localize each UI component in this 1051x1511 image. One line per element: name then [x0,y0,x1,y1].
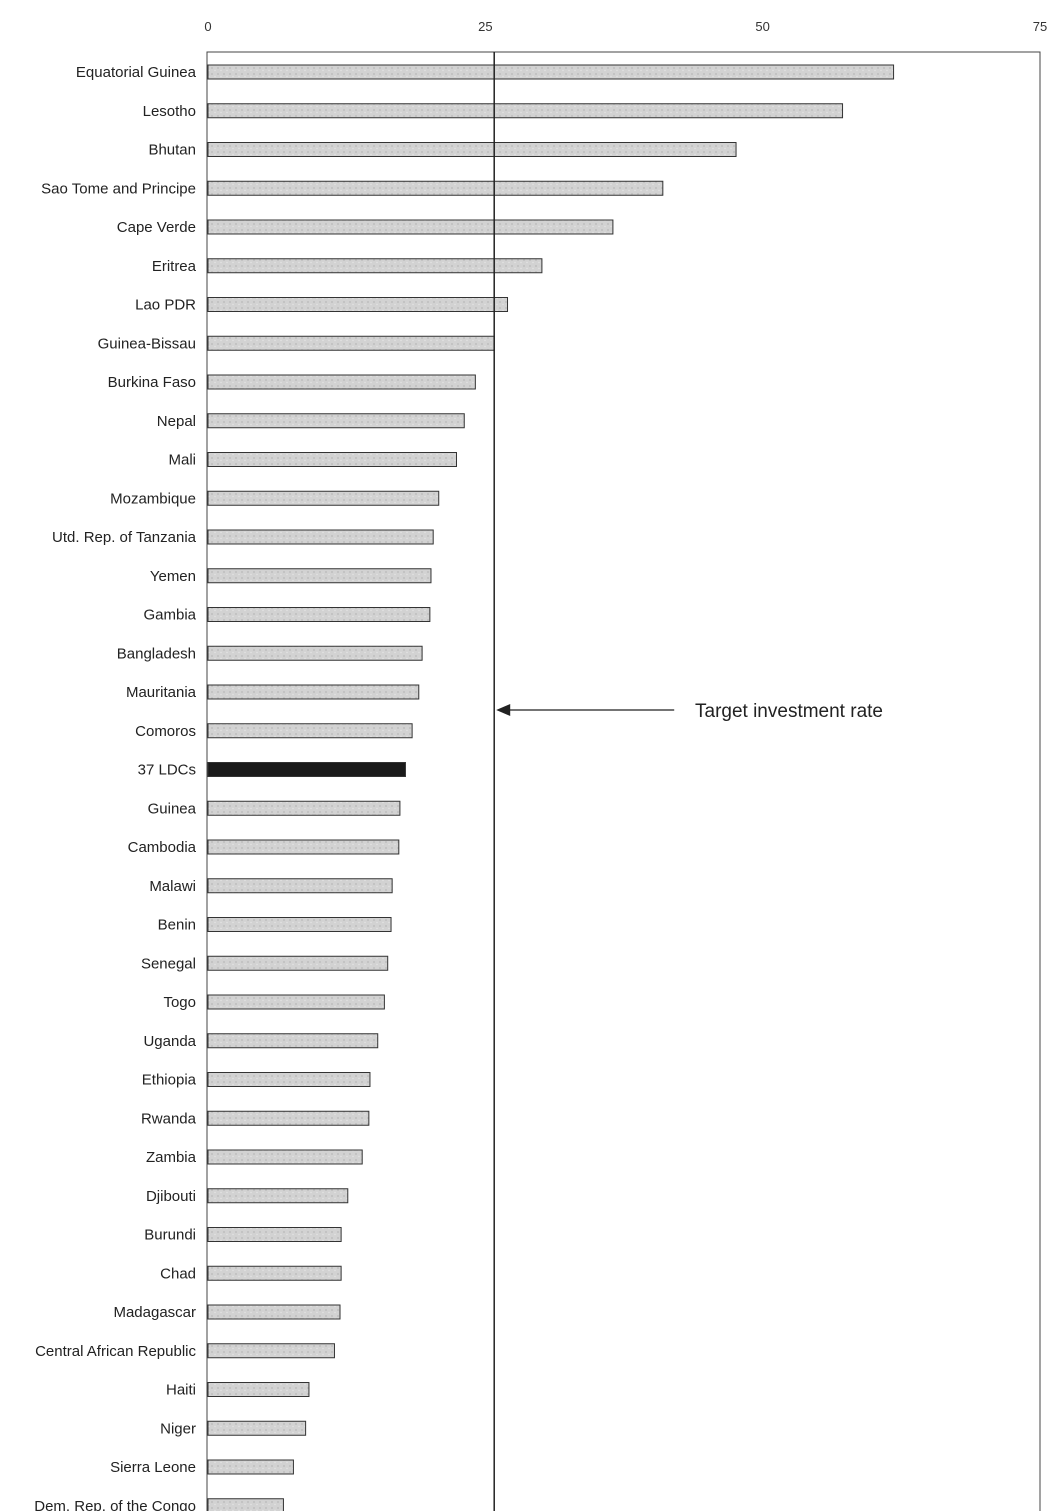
bar [207,103,844,119]
category-label: Rwanda [141,1110,197,1127]
annotation-arrow-head [496,704,511,716]
bar [207,413,465,429]
bar [207,1227,342,1242]
bar [207,1304,341,1320]
category-label: Mauritania [126,684,197,701]
category-label: Central African Republic [35,1343,196,1360]
bar-highlight [207,762,406,777]
bar [207,374,476,390]
bar [207,917,392,932]
bar [207,335,495,351]
category-label: Lesotho [143,103,196,120]
category-label: Lao PDR [135,297,196,314]
bar [207,490,440,506]
bar [207,645,423,661]
category-label: Niger [160,1420,196,1437]
bar [207,607,431,622]
category-label: Sierra Leone [110,1459,196,1476]
category-label: Cape Verde [117,219,196,236]
category-label: Haiti [166,1382,196,1399]
bar [207,180,664,196]
x-tick-label: 25 [478,19,492,34]
plot-area-frame [206,51,1041,1511]
category-label: Nepal [157,413,196,430]
bar [207,1343,335,1359]
category-label: Madagascar [113,1304,196,1321]
category-label: Djibouti [146,1188,196,1205]
category-label: Equatorial Guinea [76,64,197,81]
bar [207,723,413,739]
bar [207,800,401,816]
bar [207,1149,363,1165]
category-label: Senegal [141,955,196,972]
bar [207,839,400,855]
bar [207,568,432,584]
bar [207,955,389,971]
bar [207,994,385,1010]
bar [207,1188,349,1204]
category-label: Dem. Rep. of the Congo [34,1498,196,1511]
bar [207,297,509,312]
x-tick-label: 0 [204,19,211,34]
bar [207,258,543,274]
bar [207,1459,294,1475]
bar [207,1033,379,1049]
bar [207,1110,370,1126]
category-label: Sao Tome and Principe [41,180,196,197]
category-label: Chad [160,1265,196,1282]
category-label: Bhutan [148,142,196,159]
bar [207,1420,307,1436]
category-label: Burundi [144,1227,196,1244]
bar [207,1072,371,1087]
category-label: 37 LDCs [138,762,196,779]
category-label: Zambia [146,1149,197,1166]
bar [207,1382,310,1397]
category-label: Mozambique [110,490,196,507]
bar [207,142,737,157]
category-label: Utd. Rep. of Tanzania [52,529,197,546]
category-label: Yemen [150,568,196,585]
category-label: Malawi [149,878,196,895]
category-label: Togo [163,994,196,1011]
x-tick-label: 75 [1033,19,1047,34]
category-label: Mali [168,452,196,469]
bar [207,1265,342,1281]
bar [207,452,457,467]
category-label: Ethiopia [142,1072,197,1089]
category-label: Bangladesh [117,645,196,662]
bar [207,219,614,235]
category-label: Benin [158,917,196,934]
category-label: Cambodia [128,839,197,856]
bar [207,64,895,80]
category-label: Guinea-Bissau [98,335,196,352]
bar [207,1498,284,1511]
x-tick-label: 50 [755,19,769,34]
category-label: Comoros [135,723,196,740]
target-rate-annotation: Target investment rate [695,701,883,722]
category-label: Uganda [143,1033,196,1050]
category-label: Guinea [148,800,197,817]
bar [207,878,393,894]
category-label: Burkina Faso [108,374,196,391]
bar [207,684,420,700]
bar [207,529,434,545]
category-label: Gambia [143,607,196,624]
category-label: Eritrea [152,258,197,275]
